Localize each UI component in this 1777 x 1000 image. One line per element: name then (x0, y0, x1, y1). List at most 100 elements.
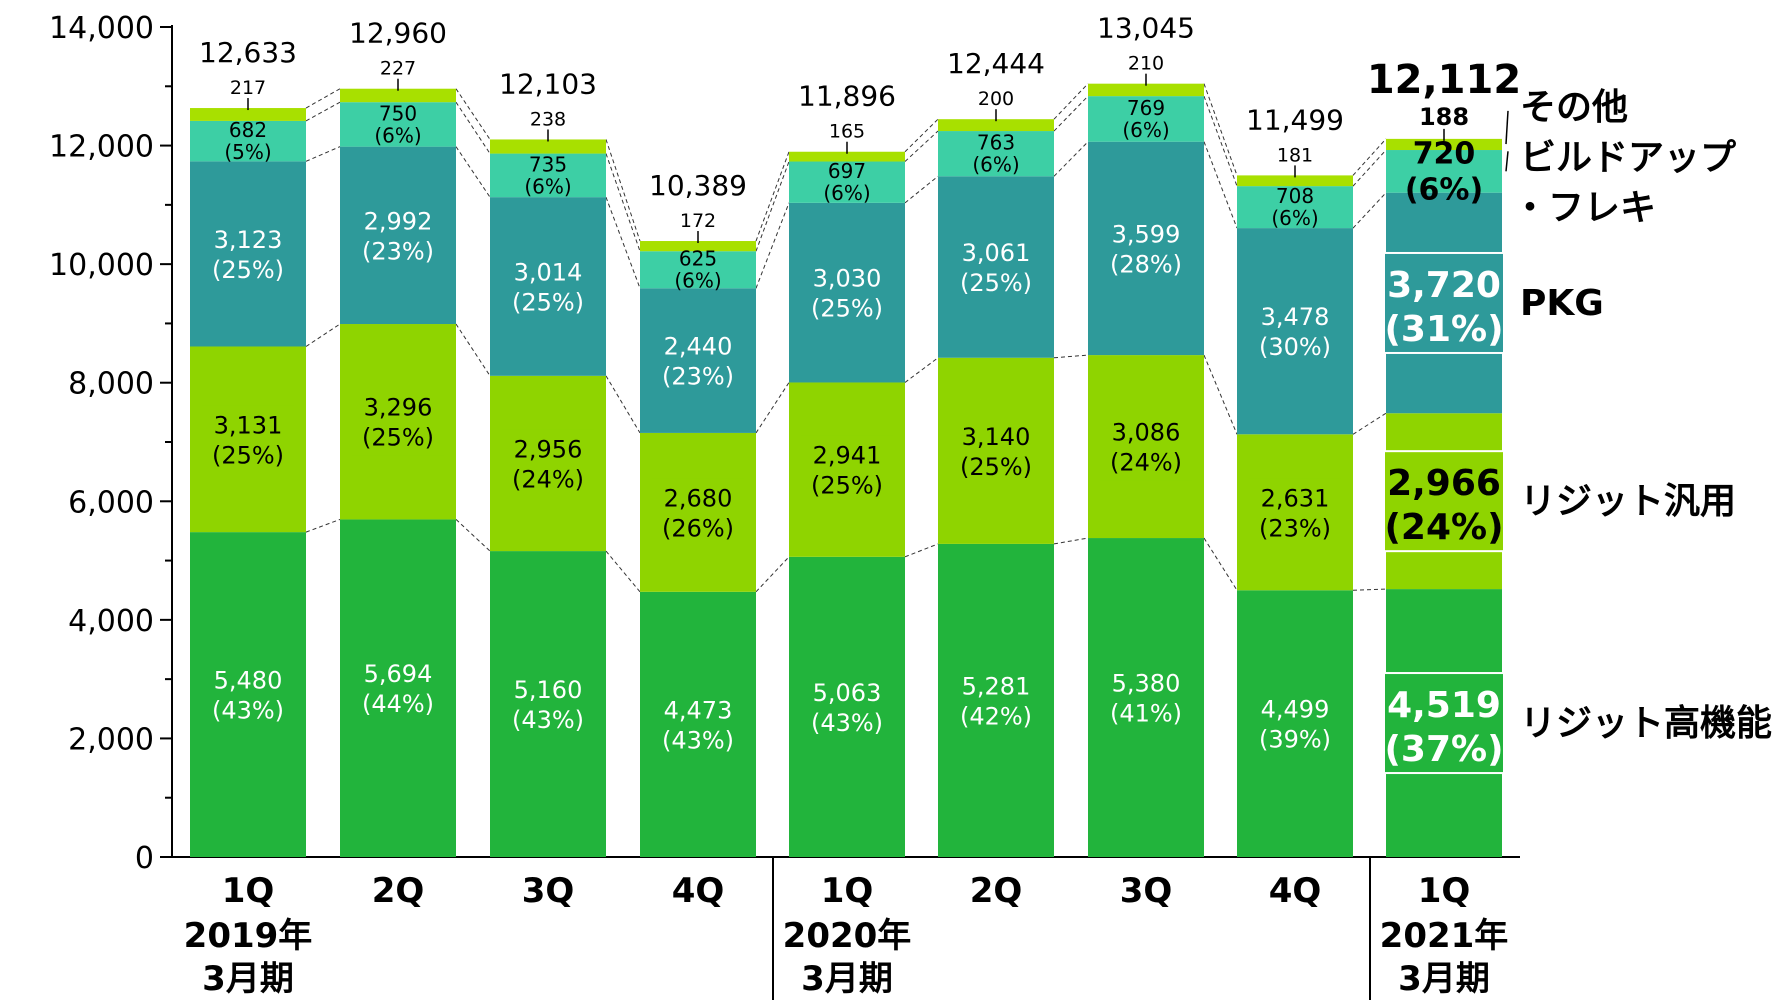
segment-label-bg (1100, 214, 1192, 283)
bar-segment (340, 88, 456, 103)
segment-share-label: (6%) (1271, 206, 1318, 230)
segment-share-label: (31%) (1384, 309, 1503, 350)
segment-value-label: 3,123 (214, 226, 283, 254)
segment-share-label: (25%) (212, 256, 284, 284)
segment-label-bg (652, 326, 744, 395)
connector-line (605, 153, 641, 252)
bar-segment (340, 102, 456, 147)
y-tick-label: 12,000 (49, 130, 154, 165)
bar-segment (490, 153, 606, 198)
segment-label-bg (1383, 251, 1505, 354)
total-value-label: 11,896 (798, 80, 896, 113)
bar-segment (789, 161, 905, 203)
segment-label-bg (652, 690, 744, 759)
buildup-leader-line (1505, 151, 1509, 172)
segment-value-label: 682 (229, 118, 267, 142)
y-tick-label: 10,000 (49, 248, 154, 283)
segment-share-label: (28%) (1110, 250, 1182, 278)
bar-segment (640, 251, 756, 289)
other-value-label: 188 (1419, 103, 1469, 131)
x-category-label: 4Q (1269, 871, 1322, 911)
segment-share-label: (23%) (662, 363, 734, 391)
bar-segment (1237, 175, 1353, 187)
series-label-pkg: PKG (1520, 283, 1604, 324)
x-category-label: 1Q (821, 871, 874, 911)
connector-line (305, 88, 341, 109)
connector-line (755, 202, 790, 289)
segment-value-label: 3,014 (514, 258, 583, 286)
bar-segment (1386, 150, 1502, 193)
segment-share-label: (6%) (674, 269, 721, 293)
connector-line (1352, 138, 1387, 176)
segment-value-label: 5,281 (962, 672, 1031, 700)
segment-label-bg (1383, 450, 1505, 553)
segment-label-bg (801, 435, 893, 504)
other-value-label: 200 (978, 88, 1014, 110)
bar-segment (640, 241, 756, 252)
segment-value-label: 3,140 (962, 423, 1031, 451)
connector-line (904, 130, 939, 162)
segment-value-label: 2,440 (664, 333, 733, 361)
segment-share-label: (44%) (362, 690, 434, 718)
segment-label-bg (352, 654, 444, 723)
x-category-label: 2Q (970, 871, 1023, 911)
other-value-label: 210 (1128, 53, 1164, 75)
segment-label-bg (801, 672, 893, 741)
x-category-label: 4Q (672, 871, 725, 911)
segment-share-label: (30%) (1259, 333, 1331, 361)
segment-value-label: 750 (379, 101, 417, 125)
total-value-label: 12,444 (947, 47, 1045, 80)
segment-share-label: (25%) (212, 441, 284, 469)
bar-segment (1088, 96, 1204, 142)
segment-share-label: (6%) (1405, 172, 1483, 207)
segment-share-label: (26%) (662, 514, 734, 542)
segment-share-label: (24%) (1384, 507, 1503, 548)
period-term-label: 3月期 (801, 959, 893, 999)
total-value-label: 10,389 (649, 169, 747, 202)
segment-value-label: 2,941 (813, 442, 882, 470)
segment-value-label: 625 (679, 247, 717, 271)
connector-line (1053, 95, 1089, 132)
segment-label-bg (502, 670, 594, 739)
period-term-label: 3月期 (202, 959, 294, 999)
connector-line (904, 175, 939, 204)
connector-line (1352, 149, 1387, 187)
segment-value-label: 2,680 (664, 484, 733, 512)
segment-label-bg (1249, 297, 1341, 366)
segment-value-label: 5,480 (214, 667, 283, 695)
y-tick-label: 6,000 (68, 485, 154, 520)
segment-value-label: 3,086 (1112, 419, 1181, 447)
segment-share-label: (25%) (960, 453, 1032, 481)
y-tick-label: 4,000 (68, 604, 154, 639)
segment-value-label: 5,063 (813, 679, 882, 707)
total-value-label: 12,112 (1367, 57, 1521, 103)
segment-value-label: 2,966 (1387, 463, 1501, 504)
connector-line (305, 146, 341, 162)
segment-share-label: (43%) (662, 726, 734, 754)
segment-value-label: 3,478 (1261, 303, 1330, 331)
other-series-leader-line (1505, 110, 1509, 145)
segment-label-bg (502, 429, 594, 498)
segment-share-label: (6%) (374, 123, 421, 147)
bar-segment (938, 119, 1054, 132)
segment-share-label: (41%) (1110, 700, 1182, 728)
segment-value-label: 3,061 (962, 239, 1031, 267)
period-year-label: 2019年 (184, 916, 313, 956)
segment-value-label: 3,599 (1112, 220, 1181, 248)
connector-line (1053, 141, 1089, 177)
bar-segment (1386, 138, 1502, 151)
period-year-label: 2020年 (783, 916, 912, 956)
segment-value-label: 708 (1276, 184, 1314, 208)
segment-label-bg (202, 405, 294, 474)
connector-line (1053, 537, 1089, 545)
x-category-label: 1Q (1418, 871, 1471, 911)
segment-share-label: (6%) (972, 153, 1019, 177)
segment-label-bg (1100, 663, 1192, 732)
segment-value-label: 720 (1413, 136, 1476, 171)
segment-share-label: (24%) (512, 465, 584, 493)
connector-line (455, 146, 491, 198)
x-category-label: 3Q (522, 871, 575, 911)
other-value-label: 238 (530, 108, 566, 130)
series-label-buildup-line1: ビルドアップ (1520, 137, 1736, 178)
segment-share-label: (25%) (811, 295, 883, 323)
